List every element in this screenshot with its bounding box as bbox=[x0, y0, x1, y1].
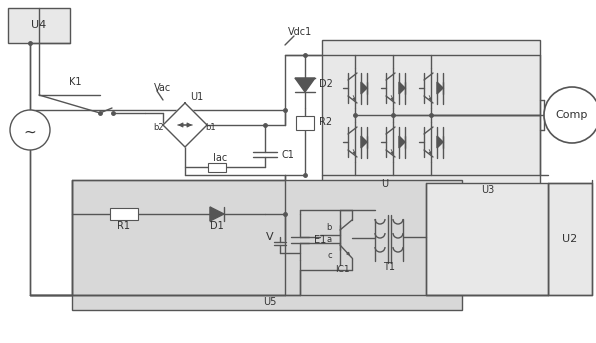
Circle shape bbox=[10, 110, 50, 150]
Text: D1: D1 bbox=[210, 221, 224, 231]
Polygon shape bbox=[210, 207, 224, 221]
Text: b1: b1 bbox=[206, 122, 216, 131]
Polygon shape bbox=[295, 78, 315, 92]
Bar bbox=[548, 183, 592, 295]
Text: U2: U2 bbox=[563, 234, 578, 244]
Polygon shape bbox=[437, 136, 443, 148]
Bar bbox=[296, 116, 314, 130]
Bar bbox=[208, 163, 226, 172]
Text: U5: U5 bbox=[263, 297, 277, 307]
Text: Vac: Vac bbox=[154, 83, 172, 93]
Text: Vdc1: Vdc1 bbox=[288, 27, 312, 37]
Text: E1: E1 bbox=[314, 235, 326, 245]
Bar bbox=[72, 180, 462, 310]
Text: ~: ~ bbox=[24, 125, 36, 140]
Bar bbox=[426, 183, 548, 295]
Text: U: U bbox=[381, 179, 389, 189]
Polygon shape bbox=[163, 103, 207, 147]
Bar bbox=[322, 40, 540, 192]
Text: Iac: Iac bbox=[213, 153, 227, 163]
Text: T1: T1 bbox=[383, 262, 395, 272]
Text: b: b bbox=[327, 224, 332, 233]
Circle shape bbox=[544, 87, 596, 143]
Bar bbox=[8, 8, 70, 43]
Text: K1: K1 bbox=[69, 77, 81, 87]
Text: R1: R1 bbox=[117, 221, 131, 231]
Bar bbox=[110, 208, 138, 220]
Text: b2: b2 bbox=[154, 122, 164, 131]
Text: Comp: Comp bbox=[556, 110, 588, 120]
Text: a: a bbox=[327, 236, 332, 245]
Polygon shape bbox=[399, 82, 405, 94]
Text: IC1: IC1 bbox=[335, 265, 349, 274]
Text: U1: U1 bbox=[190, 92, 203, 102]
Text: c: c bbox=[327, 251, 332, 260]
Polygon shape bbox=[361, 136, 367, 148]
Text: C1: C1 bbox=[281, 150, 294, 160]
Polygon shape bbox=[399, 136, 405, 148]
Text: R2: R2 bbox=[319, 117, 332, 127]
Polygon shape bbox=[437, 82, 443, 94]
Text: D2: D2 bbox=[319, 79, 333, 89]
Polygon shape bbox=[361, 82, 367, 94]
Text: V: V bbox=[266, 232, 274, 242]
Text: U4: U4 bbox=[32, 20, 46, 30]
Text: U3: U3 bbox=[482, 185, 495, 195]
